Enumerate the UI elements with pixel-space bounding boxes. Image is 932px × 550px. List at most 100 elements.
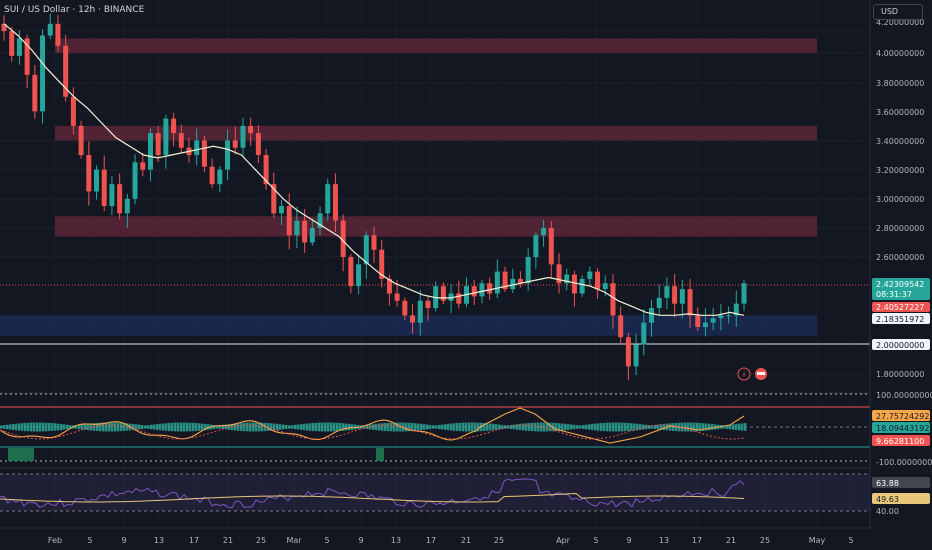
candle-body — [448, 293, 454, 301]
histogram-bar — [384, 422, 387, 432]
time-tick-label: 9 — [358, 536, 363, 545]
histogram-bar — [363, 425, 366, 429]
histogram-bar — [294, 424, 297, 430]
orange-value-label: 27.75724292 — [876, 412, 929, 421]
candle-body — [541, 227, 547, 236]
histogram-bar — [66, 424, 69, 430]
histogram-bar — [687, 422, 690, 432]
histogram-bar — [45, 422, 48, 432]
candle-body — [517, 278, 523, 284]
histogram-bar — [561, 423, 564, 431]
candle-body — [487, 283, 493, 294]
histogram-bar — [528, 423, 531, 431]
currency-button[interactable]: USD — [873, 4, 923, 20]
candle-body — [271, 184, 277, 214]
histogram-bar — [213, 425, 216, 429]
candle-body — [279, 206, 284, 214]
candle-body — [32, 74, 38, 112]
time-tick-label: 21 — [726, 536, 736, 545]
histogram-bar — [342, 423, 345, 431]
histogram-bar — [393, 422, 396, 432]
chart-title: SUI / US Dollar · 12h · BINANCE — [4, 5, 145, 15]
histogram-bar — [165, 423, 168, 431]
histogram-bar — [630, 423, 633, 431]
time-axis[interactable] — [0, 529, 870, 550]
candle-body — [672, 286, 678, 304]
histogram-bar — [24, 422, 27, 432]
time-tick-label: 13 — [391, 536, 401, 545]
histogram-bar — [153, 424, 156, 430]
histogram-bar — [438, 424, 441, 430]
histogram-bar — [411, 423, 414, 431]
histogram-bar — [336, 422, 339, 432]
histogram-bar — [99, 422, 102, 432]
histogram-bar — [183, 422, 186, 432]
histogram-bar — [255, 422, 258, 432]
time-tick-label: 9 — [121, 536, 126, 545]
histogram-bar — [711, 424, 714, 430]
histogram-bar — [519, 423, 522, 431]
candle-body — [548, 227, 554, 265]
candle-body — [255, 133, 261, 156]
histogram-bar — [312, 422, 315, 432]
histogram-bar — [252, 422, 255, 432]
price-tick-label: 2.80000000 — [876, 224, 924, 233]
histogram-bar — [579, 425, 582, 429]
candle-body — [718, 315, 724, 319]
histogram-bar — [273, 423, 276, 431]
histogram-bar — [237, 423, 240, 431]
candle-body — [440, 286, 446, 301]
candle-body — [394, 293, 400, 301]
candle-body — [625, 337, 631, 367]
time-tick-label: 25 — [494, 536, 504, 545]
histogram-bar — [6, 424, 9, 430]
time-tick-label: 25 — [760, 536, 770, 545]
candle-body — [132, 162, 138, 199]
rsi-value-label: 63.88 — [876, 479, 899, 488]
histogram-bar — [462, 422, 465, 432]
histogram-bar — [54, 423, 57, 431]
time-tick-label: 25 — [256, 536, 266, 545]
histogram-bar — [660, 424, 663, 430]
price-tick-label: 3.40000000 — [876, 137, 924, 146]
histogram-bar — [102, 422, 105, 432]
histogram-bar — [168, 422, 171, 432]
histogram-bar — [69, 425, 72, 429]
price-tick-label: 3.20000000 — [876, 166, 924, 175]
histogram-bar — [270, 423, 273, 431]
candle-body — [217, 169, 223, 185]
histogram-bar — [468, 422, 471, 432]
histogram-bar — [708, 423, 711, 431]
time-tick-label: 13 — [659, 536, 669, 545]
histogram-bar — [498, 424, 501, 430]
zone-red — [55, 38, 817, 53]
histogram-bar — [126, 423, 129, 431]
histogram-bar — [12, 424, 15, 430]
candle-body — [86, 155, 92, 192]
rsi-ma-line — [0, 492, 745, 503]
histogram-bar — [21, 423, 24, 431]
lightning-icon[interactable] — [737, 367, 751, 381]
histogram-bar — [279, 424, 282, 430]
histogram-bar — [297, 424, 300, 430]
histogram-bar — [105, 422, 108, 432]
candle-body — [70, 96, 76, 126]
countdown-label: 08:31:37 — [876, 290, 912, 299]
histogram-bar — [171, 422, 174, 432]
red-value-label: 9.66281100 — [876, 437, 924, 446]
histogram-bar — [489, 423, 492, 431]
candle-body — [726, 315, 732, 317]
histogram-bar — [432, 425, 435, 429]
histogram-bar — [84, 424, 87, 430]
histogram-bar — [555, 422, 558, 432]
histogram-bar — [531, 422, 534, 432]
price-axis[interactable] — [870, 0, 932, 550]
histogram-bar — [549, 422, 552, 432]
histogram-bar — [120, 422, 123, 432]
rsi-band — [0, 474, 870, 511]
histogram-bar — [741, 423, 744, 431]
histogram-bar — [624, 422, 627, 432]
histogram-bar — [135, 424, 138, 430]
